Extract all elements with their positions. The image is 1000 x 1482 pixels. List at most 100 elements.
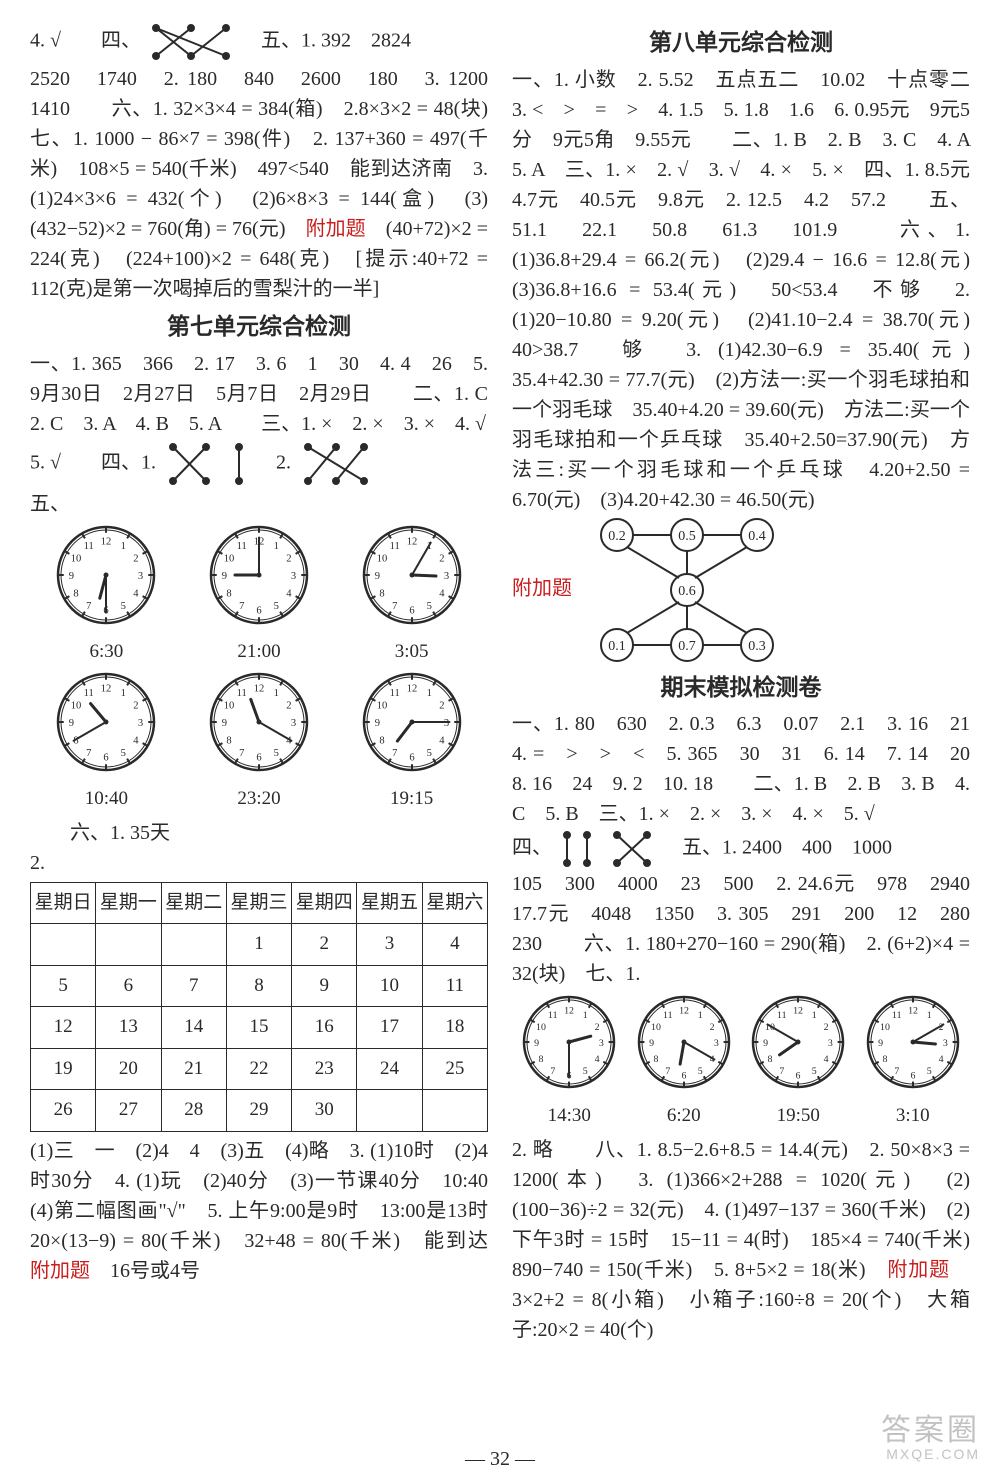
svg-text:10: 10 <box>651 1022 661 1033</box>
match-diagram-icon <box>146 20 236 64</box>
svg-text:10: 10 <box>536 1022 546 1033</box>
svg-text:1: 1 <box>583 1010 588 1021</box>
svg-text:7: 7 <box>392 748 397 759</box>
svg-text:9: 9 <box>649 1038 654 1049</box>
clock-row-right: 121234567891011 14:30 121234567891011 6:… <box>512 993 970 1131</box>
right-column: 第八单元综合检测 一、1. 小数 2. 5.52 五点五二 10.02 十点零二… <box>512 20 970 1345</box>
txt: 一、1. 小数 2. 5.52 五点五二 10.02 十点零二 3. < > =… <box>512 69 990 511</box>
svg-text:1: 1 <box>697 1010 702 1021</box>
svg-text:2: 2 <box>439 553 444 564</box>
svg-text:11: 11 <box>84 541 94 552</box>
svg-text:3: 3 <box>444 718 449 729</box>
svg-text:12: 12 <box>406 683 417 694</box>
svg-text:8: 8 <box>768 1054 773 1065</box>
clock-icon: 121234567891011 <box>54 523 158 627</box>
left-line3: 5. √ 四、1. 2. <box>30 439 488 489</box>
svg-text:0.1: 0.1 <box>608 639 626 654</box>
clock-cell: 121234567891011 19:15 <box>360 670 464 814</box>
number-graph: 0.20.50.40.60.10.70.3 <box>577 577 797 599</box>
cal-cell: 23 <box>292 1048 357 1090</box>
clock-icon: 121234567891011 <box>864 993 962 1091</box>
svg-text:8: 8 <box>226 588 231 599</box>
svg-text:5: 5 <box>697 1066 702 1077</box>
final-title: 期末模拟检测卷 <box>512 671 970 706</box>
svg-text:8: 8 <box>653 1054 658 1065</box>
clock-icon: 121234567891011 <box>207 523 311 627</box>
svg-text:4: 4 <box>938 1054 943 1065</box>
svg-text:3: 3 <box>714 1038 719 1049</box>
svg-text:9: 9 <box>69 718 74 729</box>
clock-label: 19:50 <box>749 1102 847 1131</box>
svg-text:6: 6 <box>409 605 414 616</box>
svg-text:6: 6 <box>104 753 109 764</box>
svg-text:5: 5 <box>274 748 279 759</box>
unit7-title: 第七单元综合检测 <box>30 310 488 345</box>
svg-text:12: 12 <box>101 536 112 547</box>
svg-text:4: 4 <box>286 588 292 599</box>
clock-cell: 121234567891011 23:20 <box>207 670 311 814</box>
svg-text:7: 7 <box>86 748 91 759</box>
clock-label: 3:05 <box>360 638 464 667</box>
cal-cell: 8 <box>226 965 291 1007</box>
svg-text:0.2: 0.2 <box>608 529 626 544</box>
txt: 五、 <box>30 489 488 519</box>
svg-text:12: 12 <box>564 1006 574 1017</box>
right-line-d: 四、 五、1. 2400 400 1000 <box>512 829 970 869</box>
svg-text:7: 7 <box>392 600 397 611</box>
svg-text:2: 2 <box>595 1022 600 1033</box>
svg-text:5: 5 <box>812 1066 817 1077</box>
svg-text:3: 3 <box>291 571 296 582</box>
cal-cell: 9 <box>292 965 357 1007</box>
svg-text:11: 11 <box>237 688 247 699</box>
svg-text:7: 7 <box>239 748 244 759</box>
svg-text:0.6: 0.6 <box>678 584 696 599</box>
left-p0: 4. √ 四、 五、1. 392 2824 <box>30 20 488 64</box>
cal-cell: 27 <box>96 1090 161 1132</box>
cal-header: 星期二 <box>161 882 226 924</box>
svg-text:7: 7 <box>665 1066 670 1077</box>
svg-text:0.3: 0.3 <box>748 639 766 654</box>
clock-cell: 121234567891011 6:20 <box>635 993 733 1131</box>
svg-text:9: 9 <box>222 718 227 729</box>
cal-cell <box>357 1090 422 1132</box>
svg-text:9: 9 <box>763 1038 768 1049</box>
svg-text:9: 9 <box>222 571 227 582</box>
svg-text:1: 1 <box>274 688 279 699</box>
right-p2b: 105 300 4000 23 500 2. 24.6元 978 2940 17… <box>512 869 970 989</box>
bonus-label: 附加题 <box>306 218 366 240</box>
cal-header: 星期一 <box>96 882 161 924</box>
svg-text:11: 11 <box>389 541 399 552</box>
left-p4: (1)三 一 (2)4 4 (3)五 (4)略 3. (1)10时 (2)4时3… <box>30 1136 488 1286</box>
clock-cell: 121234567891011 10:40 <box>54 670 158 814</box>
svg-text:5: 5 <box>583 1066 588 1077</box>
svg-text:11: 11 <box>389 688 399 699</box>
svg-text:3: 3 <box>138 571 143 582</box>
svg-text:4: 4 <box>595 1054 600 1065</box>
svg-text:2: 2 <box>286 553 291 564</box>
svg-text:5: 5 <box>426 748 431 759</box>
cal-cell <box>161 924 226 966</box>
svg-text:0.7: 0.7 <box>678 639 696 654</box>
bonus-label: 附加题 <box>512 577 572 599</box>
svg-text:10: 10 <box>71 701 82 712</box>
svg-text:3: 3 <box>943 1038 948 1049</box>
clock-row-1: 121234567891011 6:30 121234567891011 21:… <box>30 523 488 667</box>
cal-cell: 6 <box>96 965 161 1007</box>
svg-text:0.4: 0.4 <box>748 529 766 544</box>
svg-text:7: 7 <box>551 1066 556 1077</box>
svg-text:6: 6 <box>681 1070 686 1081</box>
clock-label: 19:15 <box>360 785 464 814</box>
table-row: 2627282930 <box>31 1090 488 1132</box>
cal-cell <box>422 1090 487 1132</box>
svg-text:3: 3 <box>444 571 449 582</box>
left-p1: 2520 1740 2. 180 840 2600 180 3. 1200 14… <box>30 64 488 304</box>
cal-cell: 14 <box>161 1007 226 1049</box>
cal-header: 星期五 <box>357 882 422 924</box>
graph-icon: 0.20.50.40.60.10.70.3 <box>577 515 797 665</box>
svg-text:6: 6 <box>910 1070 915 1081</box>
svg-text:11: 11 <box>84 688 94 699</box>
left-p3: 六、1. 35天 <box>30 818 488 848</box>
svg-text:4: 4 <box>824 1054 829 1065</box>
cal-header: 星期日 <box>31 882 96 924</box>
clock-icon: 121234567891011 <box>635 993 733 1091</box>
